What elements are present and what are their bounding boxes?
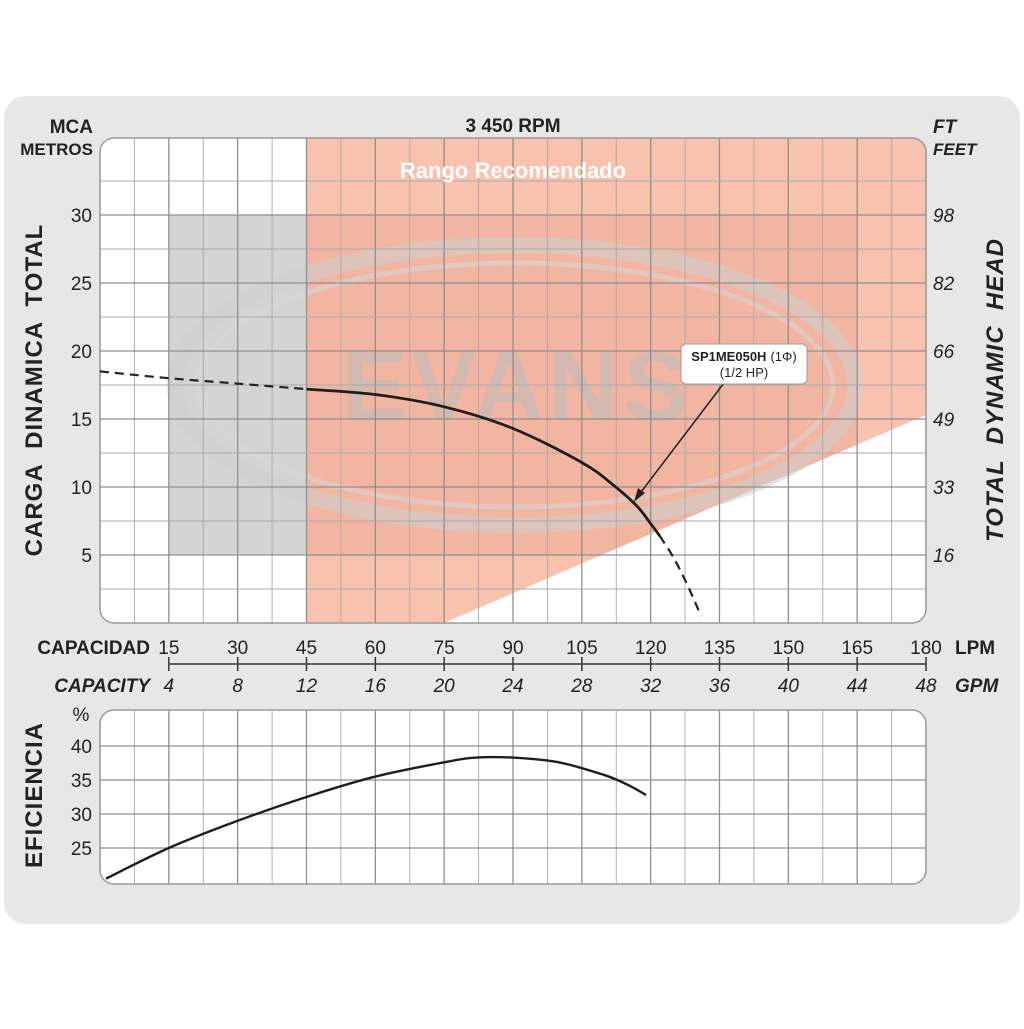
left-unit-sublabel: METROS xyxy=(20,140,93,159)
y-tick-label: 30 xyxy=(71,206,92,227)
capacity-tick-lpm: 15 xyxy=(158,638,179,659)
efficiency-tick-label: 25 xyxy=(71,839,92,860)
capacity-tick-gpm: 12 xyxy=(296,676,318,697)
chart-title: 3 450 RPM xyxy=(465,116,560,137)
callout-arrowhead-icon xyxy=(634,488,645,502)
head-curve-dashed-start xyxy=(99,370,307,391)
capacity-tick-gpm: 4 xyxy=(164,676,175,697)
capacity-unit-gpm: GPM xyxy=(955,676,999,697)
capacity-unit-lpm: LPM xyxy=(955,638,995,659)
svg-text:EVANS: EVANS xyxy=(342,331,692,441)
head-plot-panel: EVANS xyxy=(99,137,927,624)
capacity-tick-lpm: 45 xyxy=(296,638,317,659)
capacity-tick-gpm: 20 xyxy=(433,676,456,697)
capacity-tick-lpm: 135 xyxy=(704,638,736,659)
right-unit-sublabel: FEET xyxy=(933,140,978,159)
efficiency-axis-title: EFICIENCIA xyxy=(21,722,48,868)
capacity-tick-gpm: 16 xyxy=(365,676,387,697)
y-tick-label-right: 98 xyxy=(933,206,955,227)
efficiency-plot-panel xyxy=(99,709,927,885)
capacity-tick-lpm: 165 xyxy=(841,638,873,659)
capacity-tick-lpm: 120 xyxy=(635,638,667,659)
recommended-range-label: Rango Recomendado xyxy=(400,158,626,183)
right-unit-label: FT xyxy=(933,117,958,138)
efficiency-grid xyxy=(100,710,926,884)
capacity-tick-gpm: 8 xyxy=(232,676,243,697)
capacity-tick-lpm: 105 xyxy=(566,638,598,659)
head-curve-dashed-end xyxy=(658,535,703,617)
efficiency-curve xyxy=(105,755,647,880)
efficiency-tick-label: 30 xyxy=(71,805,92,826)
capacity-axis: CAPACIDAD LPM CAPACITY GPM 1543084512601… xyxy=(37,638,999,697)
model-power: (1/2 HP) xyxy=(720,365,768,380)
svg-text:SP1ME050H(1Φ): SP1ME050H (1Φ) xyxy=(691,349,796,364)
capacity-tick-gpm: 36 xyxy=(709,676,731,697)
y-tick-label: 20 xyxy=(71,342,92,363)
capacity-tick-gpm: 24 xyxy=(501,676,523,697)
capacity-tick-lpm: 150 xyxy=(772,638,804,659)
capacity-ticks: 15 4 30 8 45 12 60 16 75 20 90 24 105 28 120 32 135 36 150… xyxy=(158,638,942,697)
model-name: SP1ME050H xyxy=(691,349,766,364)
y-tick-label: 5 xyxy=(81,546,92,567)
efficiency-tick-label: 40 xyxy=(71,737,92,758)
capacity-tick-gpm: 28 xyxy=(570,676,593,697)
efficiency-unit: % xyxy=(73,705,90,726)
model-callout: SP1ME050H (1Φ) (1/2 HP) xyxy=(634,343,808,502)
capacity-tick-lpm: 75 xyxy=(434,638,455,659)
efficiency-y-ticks: 25 30 35 40 xyxy=(71,737,92,860)
capacity-tick-lpm: 60 xyxy=(365,638,386,659)
capacity-tick-gpm: 32 xyxy=(640,676,662,697)
y-tick-label-right: 66 xyxy=(933,342,955,363)
capacity-label-lpm: CAPACIDAD xyxy=(37,638,150,659)
y-tick-label-right: 16 xyxy=(933,546,955,567)
y-tick-label-right: 82 xyxy=(933,274,955,295)
y-axis-title-right: TOTAL DYNAMIC HEAD xyxy=(982,238,1009,542)
capacity-tick-lpm: 90 xyxy=(502,638,523,659)
capacity-tick-lpm: 30 xyxy=(227,638,248,659)
capacity-tick-gpm: 40 xyxy=(778,676,800,697)
y-tick-label: 15 xyxy=(71,410,92,431)
callout-arrow-line xyxy=(637,382,725,497)
capacity-tick-gpm: 48 xyxy=(915,676,937,697)
capacity-label-gpm: CAPACITY xyxy=(54,676,152,697)
y-tick-label: 25 xyxy=(71,274,92,295)
left-unit-label: MCA xyxy=(50,117,94,138)
curves-layer xyxy=(99,370,703,880)
y-ticks-right: 16 33 49 66 82 98 xyxy=(933,206,955,567)
y-tick-label-right: 33 xyxy=(933,478,955,499)
y-tick-label-right: 49 xyxy=(933,410,955,431)
head-curve-solid xyxy=(306,387,661,537)
callout-box xyxy=(680,343,808,385)
y-tick-label: 10 xyxy=(71,478,92,499)
model-phase: (1Φ) xyxy=(770,349,796,364)
capacity-tick-lpm: 180 xyxy=(910,638,942,659)
y-axis-title-left: CARGA DINAMICA TOTAL xyxy=(21,224,48,557)
efficiency-tick-label: 35 xyxy=(71,771,92,792)
capacity-tick-gpm: 44 xyxy=(847,676,868,697)
y-ticks-left: 5 10 15 20 25 30 xyxy=(71,206,92,567)
